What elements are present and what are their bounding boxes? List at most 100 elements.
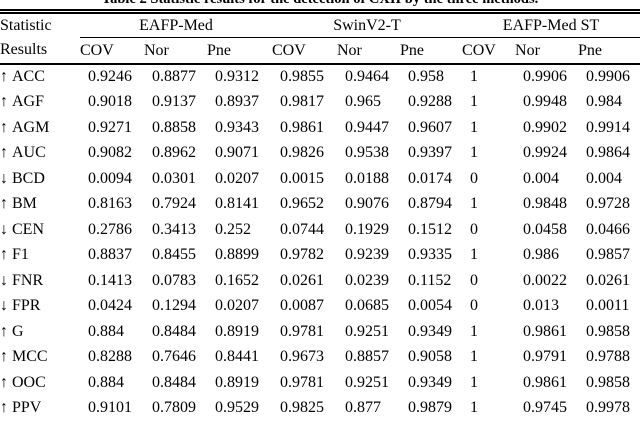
value-cell: 0.9861 <box>523 373 568 391</box>
value-cell: 0.1512 <box>408 220 452 238</box>
table-row: ↑ MCC 0.8288 0.7646 0.8441 0.9673 0.8857 0.9058… <box>0 345 640 371</box>
value-cell: 0.9781 <box>280 322 324 340</box>
arrow-up-icon: ↑ <box>0 93 8 111</box>
value-cell: 0.9825 <box>280 399 324 417</box>
arrow-up-icon: ↑ <box>0 68 8 86</box>
value-cell: 0.0094 <box>88 169 132 187</box>
value-cell: 0.9271 <box>88 118 132 136</box>
value-cell: 0 <box>470 220 479 238</box>
col-header-pne: Pne <box>207 37 272 65</box>
value-cell: 0.1929 <box>345 220 389 238</box>
group-header-row: Statistic EAFP-Med SwinV2-T EAFP-Med ST <box>0 14 640 38</box>
value-cell: 0.9914 <box>586 118 631 136</box>
table-caption: Table 2 Statistic results for the detect… <box>0 0 640 9</box>
col-header-pne: Pne <box>578 37 640 65</box>
metric-label: CEN <box>12 220 44 238</box>
metric-label: BCD <box>12 169 45 187</box>
value-cell: 0.1294 <box>152 297 196 315</box>
arrow-down-icon: ↓ <box>0 297 8 315</box>
value-cell: 0.9335 <box>408 246 452 264</box>
value-cell: 0.8441 <box>215 348 259 366</box>
value-cell: 0.7646 <box>152 348 196 366</box>
group-header-swinv2-t: SwinV2-T <box>272 14 463 38</box>
value-cell: 0.9864 <box>586 144 631 162</box>
value-cell: 0.0685 <box>345 297 389 315</box>
value-cell: 0.9529 <box>215 399 259 417</box>
value-cell: 0.9058 <box>408 348 452 366</box>
table-row: ↑ G 0.884 0.8484 0.8919 0.9781 0.9251 0.9349 1 0.… <box>0 319 640 345</box>
value-cell: 0.9251 <box>345 373 389 391</box>
value-cell: 0.9906 <box>523 68 568 86</box>
metric-cell: ↑ ACC <box>0 64 80 90</box>
value-cell: 0.9246 <box>88 68 132 86</box>
table-row: ↓ BCD 0.0094 0.0301 0.0207 0.0015 0.0188 0.0174… <box>0 166 640 192</box>
corner-header-line2: Results <box>0 37 80 65</box>
value-cell: 0.8899 <box>215 246 259 264</box>
arrow-down-icon: ↓ <box>0 169 8 187</box>
metric-cell: ↑ AGM <box>0 115 80 141</box>
value-cell: 0 <box>470 297 479 315</box>
table-row: ↑ F1 0.8837 0.8455 0.8899 0.9782 0.9239 0.9335 1… <box>0 243 640 269</box>
arrow-up-icon: ↑ <box>0 373 8 391</box>
metric-label: ACC <box>12 68 45 86</box>
value-cell: 0.8937 <box>215 93 259 111</box>
value-cell: 0.9538 <box>345 144 389 162</box>
col-header-cov: COV <box>272 37 337 65</box>
value-cell: 0.8858 <box>152 118 196 136</box>
value-cell: 1 <box>470 93 479 111</box>
arrow-up-icon: ↑ <box>0 348 8 366</box>
group-header-eafp-med: EAFP-Med <box>80 14 272 38</box>
value-cell: 0.1413 <box>88 271 132 289</box>
corner-header-line1: Statistic <box>0 16 52 34</box>
sub-header-row: Results COV Nor Pne COV Nor Pne COV Nor … <box>0 37 640 65</box>
value-cell: 0.1652 <box>215 271 259 289</box>
value-cell: 0.958 <box>408 68 444 86</box>
metric-cell: ↑ AGF <box>0 90 80 116</box>
metric-cell: ↓ FNR <box>0 268 80 294</box>
metric-label: AGF <box>12 93 45 111</box>
col-header-nor: Nor <box>337 37 400 65</box>
value-cell: 0.9343 <box>215 118 259 136</box>
value-cell: 0.7924 <box>152 195 196 213</box>
value-cell: 0.9745 <box>523 399 568 417</box>
value-cell: 0.9082 <box>88 144 132 162</box>
metric-label: MCC <box>12 348 48 366</box>
value-cell: 0.8837 <box>88 246 132 264</box>
metric-cell: ↑ AUC <box>0 141 80 167</box>
value-cell: 0.8455 <box>152 246 196 264</box>
value-cell: 0.0174 <box>408 169 452 187</box>
metric-label: BM <box>12 195 37 213</box>
metric-cell: ↓ CEN <box>0 217 80 243</box>
value-cell: 0.8877 <box>152 68 196 86</box>
value-cell: 0.9251 <box>345 322 389 340</box>
value-cell: 0.9781 <box>280 373 324 391</box>
value-cell: 0.9349 <box>408 373 452 391</box>
arrow-down-icon: ↓ <box>0 220 8 238</box>
value-cell: 1 <box>470 246 479 264</box>
arrow-up-icon: ↑ <box>0 144 8 162</box>
value-cell: 1 <box>470 348 479 366</box>
value-cell: 0.9076 <box>345 195 389 213</box>
value-cell: 0.0424 <box>88 297 132 315</box>
value-cell: 0.9071 <box>215 144 259 162</box>
metric-cell: ↑ OOC <box>0 370 80 396</box>
value-cell: 1 <box>470 68 479 86</box>
value-cell: 0.9018 <box>88 93 132 111</box>
value-cell: 0.9673 <box>280 348 324 366</box>
value-cell: 0.004 <box>523 169 560 187</box>
col-header-pne: Pne <box>400 37 463 65</box>
table-row: ↓ CEN 0.2786 0.3413 0.252 0.0744 0.1929 0.1512 0… <box>0 217 640 243</box>
value-cell: 0.0207 <box>215 297 259 315</box>
value-cell: 0.9978 <box>586 399 631 417</box>
rule-line <box>0 12 640 14</box>
value-cell: 0.0022 <box>523 271 568 289</box>
table-row: ↓ FNR 0.1413 0.0783 0.1652 0.0261 0.0239 0.1152… <box>0 268 640 294</box>
value-cell: 0.0261 <box>280 271 324 289</box>
value-cell: 0 <box>470 169 479 187</box>
value-cell: 0.9858 <box>586 322 631 340</box>
value-cell: 0.8484 <box>152 322 196 340</box>
value-cell: 0.984 <box>586 93 623 111</box>
value-cell: 0.9848 <box>523 195 568 213</box>
col-header-nor: Nor <box>144 37 207 65</box>
